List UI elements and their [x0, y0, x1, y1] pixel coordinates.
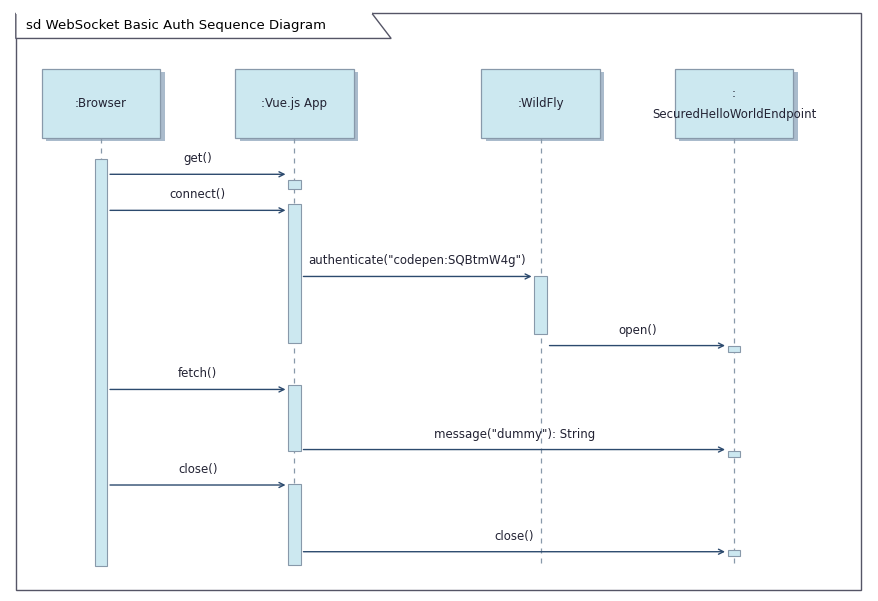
Text: close(): close(): [494, 529, 533, 543]
Text: get(): get(): [184, 152, 212, 165]
FancyBboxPatch shape: [288, 385, 300, 451]
Text: message("dummy"): String: message("dummy"): String: [433, 427, 594, 441]
FancyBboxPatch shape: [485, 72, 604, 141]
Text: :Browser: :Browser: [75, 97, 127, 110]
Text: fetch(): fetch(): [178, 367, 217, 380]
FancyBboxPatch shape: [288, 204, 300, 343]
FancyBboxPatch shape: [288, 484, 300, 565]
Text: authenticate("codepen:SQBtmW4g"): authenticate("codepen:SQBtmW4g"): [308, 254, 526, 267]
Text: sd WebSocket Basic Auth Sequence Diagram: sd WebSocket Basic Auth Sequence Diagram: [26, 19, 326, 32]
Text: :: :: [731, 87, 735, 100]
FancyBboxPatch shape: [534, 276, 546, 334]
FancyBboxPatch shape: [42, 69, 160, 138]
FancyBboxPatch shape: [46, 72, 165, 141]
Text: :WildFly: :WildFly: [516, 97, 564, 110]
FancyBboxPatch shape: [673, 69, 792, 138]
FancyBboxPatch shape: [288, 180, 300, 189]
FancyBboxPatch shape: [239, 72, 358, 141]
FancyBboxPatch shape: [727, 451, 739, 457]
FancyBboxPatch shape: [678, 72, 797, 141]
Text: open(): open(): [617, 323, 656, 337]
FancyBboxPatch shape: [95, 159, 107, 566]
FancyBboxPatch shape: [235, 69, 353, 138]
FancyBboxPatch shape: [481, 69, 599, 138]
FancyBboxPatch shape: [727, 550, 739, 556]
Text: connect(): connect(): [169, 188, 226, 201]
Text: close(): close(): [178, 463, 217, 476]
Text: :Vue.js App: :Vue.js App: [261, 97, 327, 110]
FancyBboxPatch shape: [16, 13, 860, 590]
Text: SecuredHelloWorldEndpoint: SecuredHelloWorldEndpoint: [651, 108, 816, 121]
Polygon shape: [16, 13, 391, 38]
FancyBboxPatch shape: [727, 346, 739, 352]
